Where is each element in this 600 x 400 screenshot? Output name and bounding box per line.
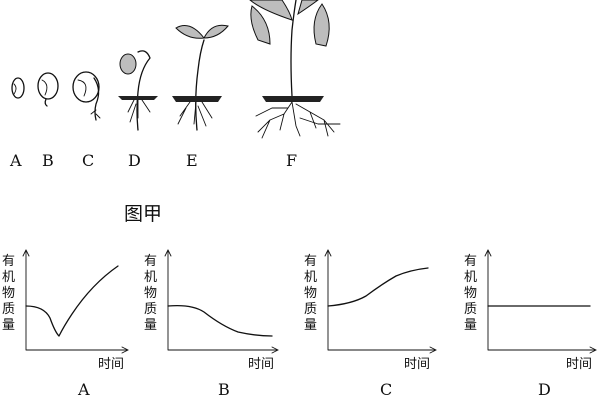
y-axis-label-char: 有	[144, 254, 157, 269]
curve-a	[25, 265, 119, 337]
seed-d-illustration	[118, 50, 158, 131]
y-axis-label-char: 物	[2, 286, 15, 301]
seed-a-illustration	[11, 77, 25, 99]
y-axis-label-char: 质	[2, 302, 15, 317]
panel-label-a: A	[77, 380, 90, 399]
y-axis-label-char: 物	[144, 286, 157, 301]
y-axis-label-char: 物	[464, 286, 477, 301]
seed-b-illustration	[37, 72, 59, 107]
y-axis-label-char: 有	[2, 254, 15, 269]
stage-label-a: A	[9, 151, 22, 170]
y-axis-label-char: 机	[304, 270, 317, 285]
axes	[25, 249, 129, 351]
y-axis-label-char: 机	[144, 270, 157, 285]
x-axis-label: 时间	[98, 357, 124, 372]
y-axis-arrow	[22, 249, 30, 257]
curve-b	[167, 304, 273, 337]
stage-label-e: E	[186, 151, 198, 170]
curve-c	[327, 267, 429, 307]
y-axis-arrow	[324, 249, 332, 257]
y-axis-label-char: 量	[144, 318, 157, 333]
seed-e-illustration	[172, 24, 229, 131]
y-axis-arrow	[484, 249, 492, 257]
graph-panel-d: 有 机 物 质 量 时间 D	[464, 249, 597, 399]
x-axis-arrow	[589, 346, 597, 354]
stage-label-f: F	[286, 151, 297, 170]
graph-panel-b: 有 机 物 质 量 时间 B	[144, 249, 279, 399]
y-axis-label-char: 物	[304, 286, 317, 301]
panel-label-b: B	[218, 380, 230, 399]
y-axis-label-char: 机	[2, 270, 15, 285]
panel-label-d: D	[538, 380, 551, 399]
y-axis-arrow	[164, 249, 172, 257]
y-axis-label-char: 质	[464, 302, 477, 317]
x-axis-label: 时间	[566, 357, 592, 372]
graph-panel-a: 有 机 物 质 量 时间 A	[2, 249, 129, 399]
stage-label-b: B	[42, 151, 54, 170]
axes	[167, 249, 279, 351]
x-axis-arrow	[271, 346, 279, 354]
axes	[487, 249, 597, 351]
y-axis-label-char: 机	[464, 270, 477, 285]
panel-label-c: C	[380, 380, 392, 399]
figure-caption: 图甲	[124, 203, 162, 225]
y-axis-label-char: 有	[464, 254, 477, 269]
stage-label-c: C	[82, 151, 94, 170]
y-axis-label-char: 质	[304, 302, 317, 317]
seed-f-illustration	[249, 0, 341, 139]
y-axis-label-char: 有	[304, 254, 317, 269]
x-axis-arrow	[429, 346, 437, 354]
seed-c-illustration	[72, 71, 101, 121]
y-axis-label-char: 质	[144, 302, 157, 317]
graph-panel-c: 有 机 物 质 量 时间 C	[304, 249, 437, 399]
x-axis-label: 时间	[248, 357, 274, 372]
x-axis-arrow	[121, 346, 129, 354]
stage-label-d: D	[128, 151, 141, 170]
x-axis-label: 时间	[404, 357, 430, 372]
y-axis-label-char: 量	[2, 318, 15, 333]
y-axis-label-char: 量	[304, 318, 317, 333]
axes	[327, 249, 437, 351]
y-axis-label-char: 量	[464, 318, 477, 333]
